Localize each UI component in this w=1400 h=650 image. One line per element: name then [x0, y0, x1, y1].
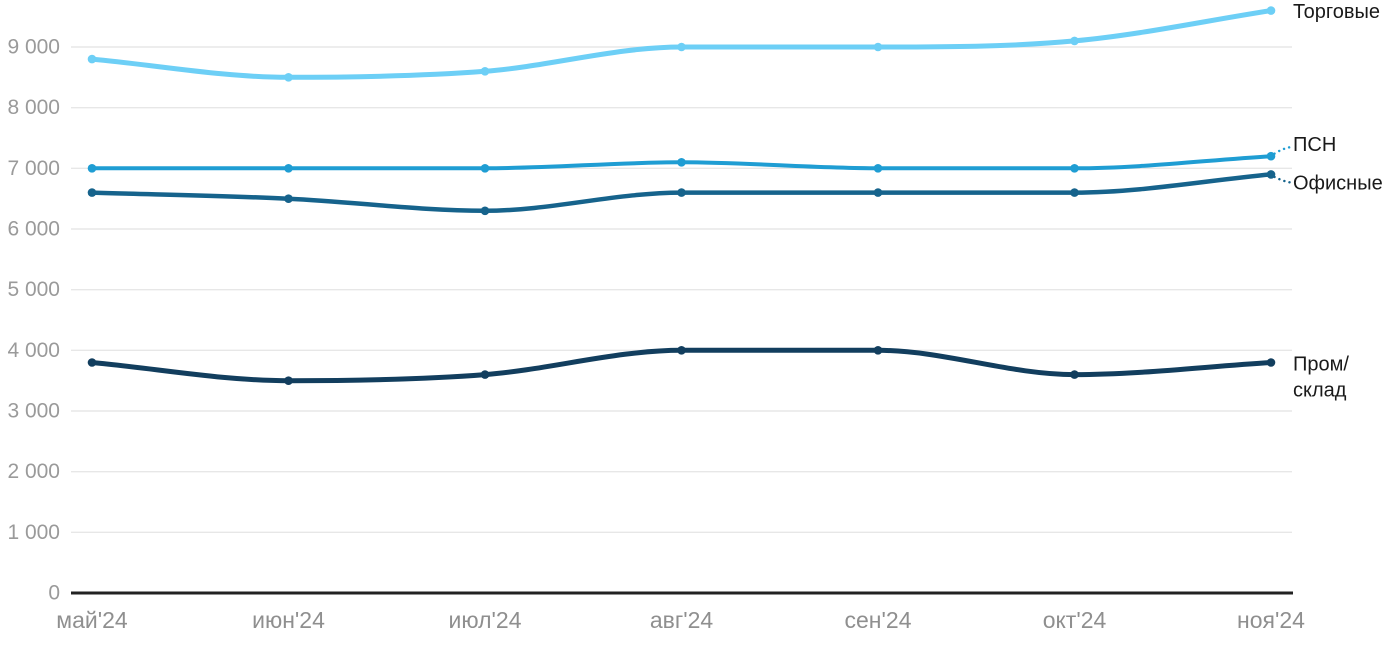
data-point-psn-1: [284, 164, 293, 173]
y-axis-tick-8000: 8 000: [7, 96, 60, 119]
data-point-prom-sklad-4: [873, 346, 883, 355]
y-axis-tick-7000: 7 000: [7, 157, 60, 180]
series-label-ofisnye: Офисные: [1293, 172, 1383, 194]
data-point-torgovye-2: [480, 67, 490, 76]
data-point-psn-5: [1070, 164, 1079, 173]
x-axis-label-2: июл'24: [449, 607, 522, 633]
x-axis-label-6: ноя'24: [1237, 607, 1305, 633]
data-point-ofisnye-6: [1266, 170, 1276, 179]
y-axis-tick-2000: 2 000: [7, 460, 60, 483]
y-axis-tick-9000: 9 000: [7, 36, 60, 59]
data-point-ofisnye-0: [87, 188, 97, 197]
data-point-psn-6: [1266, 151, 1276, 161]
x-axis-label-3: авг'24: [650, 607, 714, 633]
y-axis-tick-0: 0: [48, 582, 60, 605]
series-label-prom-sklad-line-0: Пром/: [1293, 354, 1349, 376]
series-label-prom-sklad-line-1: склад: [1293, 380, 1347, 402]
leader-line-psn: [1273, 146, 1292, 155]
y-axis-tick-1000: 1 000: [7, 521, 60, 544]
data-point-prom-sklad-0: [87, 358, 97, 367]
data-point-psn-2: [480, 164, 490, 173]
series-label-psn: ПСН: [1293, 134, 1336, 156]
series-label-torgovye: Торговые: [1293, 1, 1380, 23]
data-point-ofisnye-3: [677, 188, 686, 197]
data-point-torgovye-5: [1070, 36, 1079, 46]
y-axis-tick-4000: 4 000: [7, 339, 60, 362]
data-point-ofisnye-5: [1070, 188, 1079, 197]
data-point-prom-sklad-5: [1070, 370, 1079, 379]
data-point-psn-4: [873, 164, 883, 173]
y-axis-tick-6000: 6 000: [7, 218, 60, 241]
data-point-torgovye-4: [873, 42, 883, 52]
y-axis-tick-5000: 5 000: [7, 278, 60, 301]
data-point-prom-sklad-3: [677, 346, 686, 355]
data-point-prom-sklad-1: [284, 376, 293, 386]
data-point-prom-sklad-6: [1266, 358, 1276, 367]
y-axis-tick-3000: 3 000: [7, 400, 60, 423]
x-axis-label-4: сен'24: [845, 607, 912, 633]
data-point-torgovye-1: [284, 73, 293, 82]
data-point-torgovye-0: [87, 54, 97, 64]
data-point-torgovye-3: [677, 42, 686, 52]
x-axis-label-1: июн'24: [252, 607, 325, 633]
x-axis-label-5: окт'24: [1043, 607, 1107, 633]
data-point-ofisnye-1: [284, 194, 293, 203]
data-point-psn-3: [677, 158, 686, 167]
data-point-prom-sklad-2: [480, 370, 490, 379]
data-point-torgovye-6: [1266, 6, 1276, 15]
data-point-ofisnye-4: [873, 188, 883, 197]
data-point-psn-0: [87, 164, 97, 173]
leader-line-ofisnye: [1273, 175, 1292, 184]
data-point-ofisnye-2: [480, 206, 490, 216]
x-axis-label-0: май'24: [56, 607, 128, 633]
series-line-prom-sklad: [89, 347, 1274, 384]
